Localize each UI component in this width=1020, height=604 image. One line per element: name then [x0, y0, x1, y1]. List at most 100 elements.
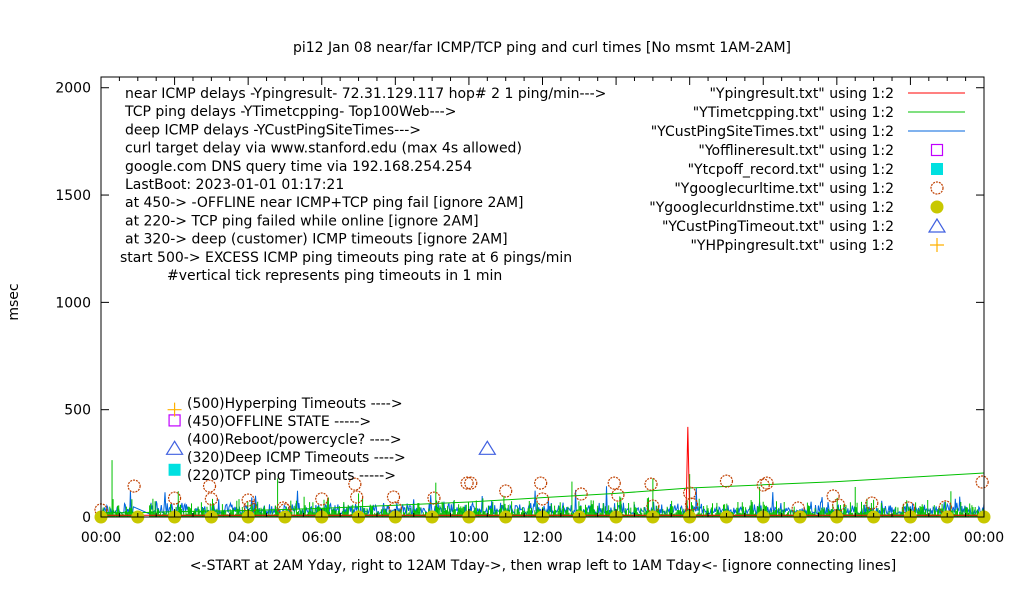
data-point-open-circle-shape [534, 476, 548, 490]
legend-label: "Yofflineresult.txt" using 1:2 [698, 143, 894, 159]
x-tick-label: 22:00 [890, 530, 930, 546]
chart-title: pi12 Jan 08 near/far ICMP/TCP ping and c… [293, 40, 791, 56]
legend-marker [930, 143, 944, 157]
x-tick-label: 06:00 [302, 530, 342, 546]
legend-label: "Ytcpoff_record.txt" using 1:2 [688, 162, 894, 178]
data-point-open-triangle [478, 440, 497, 455]
data-point-open-circle [826, 489, 840, 503]
data-point-open-triangle [165, 440, 184, 455]
data-point-open-circle-shape [826, 489, 840, 503]
y-tick-label: 1000 [55, 295, 91, 311]
series-tcp-trend-line [101, 472, 985, 514]
data-point-open-circle-shape [499, 484, 513, 498]
data-point-open-circle [127, 479, 141, 493]
note-text: TCP ping delays -YTimetcpping- Top100Web… [124, 104, 456, 120]
data-point-open-circle [241, 493, 255, 507]
data-point-open-circle-shape [535, 492, 550, 506]
data-point-open-circle [644, 477, 658, 491]
data-point-open-triangle-shape [478, 440, 497, 455]
data-point-open-circle [460, 476, 474, 490]
x-tick-label: 08:00 [375, 530, 415, 546]
data-point-open-circle-shape [975, 475, 989, 489]
data-point-open-circle [464, 476, 478, 490]
legend-marker [931, 163, 943, 175]
legend-label: "YHPpingresult.txt" using 1:2 [690, 238, 894, 254]
data-point-open-circle [427, 491, 441, 505]
note-text: google.com DNS query time via 192.168.25… [125, 159, 472, 175]
data-point-open-circle [315, 492, 329, 506]
x-tick-label: 10:00 [449, 530, 489, 546]
data-point-filled-square-shape [168, 463, 181, 476]
data-point-open-circle-shape [460, 476, 474, 490]
note-text: LastBoot: 2023-01-01 01:17:21 [125, 177, 344, 193]
data-point-open-circle [348, 477, 362, 491]
note-text: curl target delay via www.stanford.edu (… [125, 141, 522, 157]
key-label: (400)Reboot/powercycle? ----> [187, 432, 402, 448]
data-point-open-circle-shape [241, 493, 255, 507]
x-tick-label: 02:00 [154, 530, 194, 546]
x-tick-label: 12:00 [522, 530, 562, 546]
x-tick-label: 20:00 [817, 530, 857, 546]
legend-label: "YCustPingSiteTimes.txt" using 1:2 [651, 124, 894, 140]
key-label: (220)TCP ping Timeouts -----> [187, 468, 396, 484]
note-text: near ICMP delays -Ypingresult- 72.31.129… [125, 86, 606, 102]
data-point-open-circle-shape [719, 474, 734, 488]
data-point-open-circle [535, 492, 550, 506]
data-point-open-circle-shape [315, 492, 329, 506]
data-point-open-circle [865, 496, 879, 510]
x-tick-label: 14:00 [596, 530, 636, 546]
data-point-open-circle-shape [644, 477, 658, 491]
key-label: (500)Hyperping Timeouts ----> [187, 396, 403, 412]
note-text: at 220-> TCP ping failed while online [i… [125, 213, 479, 229]
legend-label: "Ypingresult.txt" using 1:2 [709, 86, 894, 102]
y-tick-label: 1500 [55, 188, 91, 204]
x-axis-label: <-START at 2AM Yday, right to 12AM Tday-… [190, 558, 896, 574]
annotations: near ICMP delays -Ypingresult- 72.31.129… [120, 86, 606, 484]
data-point-plus [167, 402, 182, 417]
legend-marker-shape [930, 238, 944, 252]
data-point-open-circle-shape [386, 490, 401, 504]
data-point-plus-shape [167, 402, 182, 417]
data-point-open-circle-shape [167, 491, 182, 505]
legend-marker [930, 200, 944, 214]
data-point-open-circle [204, 492, 218, 506]
data-point-open-circle [386, 490, 401, 504]
data-point-open-circle-shape [607, 476, 621, 490]
data-point-filled-square [168, 463, 181, 476]
data-point-open-circle-shape [756, 478, 770, 492]
note-text: at 320-> deep (customer) ICMP timeouts [… [125, 232, 508, 248]
data-point-open-circle [202, 479, 217, 493]
x-tick-label: 16:00 [669, 530, 709, 546]
data-point-open-circle [607, 476, 621, 490]
y-axis-label: msec [6, 283, 22, 320]
data-point-open-circle [499, 484, 513, 498]
note-text: deep ICMP delays -YCustPingSiteTimes---> [125, 122, 421, 138]
data-point-open-circle [574, 487, 588, 501]
data-point-open-circle-shape [427, 491, 441, 505]
note-text: at 450-> -OFFLINE near ICMP+TCP ping fai… [125, 195, 524, 211]
data-point-open-circle [167, 491, 182, 505]
legend-marker-shape [930, 181, 944, 195]
x-tick-label: 00:00 [964, 530, 1004, 546]
data-point-open-circle-shape [350, 490, 364, 504]
legend-marker [930, 238, 944, 252]
data-point-open-circle [975, 475, 989, 489]
data-point-open-circle-shape [684, 497, 699, 511]
x-tick-label: 04:00 [228, 530, 268, 546]
data-point-open-circle-shape [865, 496, 879, 510]
data-point-open-circle [534, 476, 548, 490]
data-point-open-circle-shape [611, 488, 625, 502]
x-tick-label: 18:00 [743, 530, 783, 546]
key-label: (320)Deep ICMP Timeouts ----> [187, 450, 406, 466]
note-text: #vertical tick represents ping timeouts … [167, 268, 502, 284]
data-point-open-circle-shape [760, 476, 774, 490]
data-point-open-circle [760, 476, 774, 490]
data-point-open-circle-shape [348, 477, 362, 491]
legend-marker [930, 181, 944, 195]
data-point-open-circle [684, 497, 699, 511]
data-point-open-circle-shape [127, 479, 141, 493]
data-point-open-circle-shape [464, 476, 478, 490]
note-text: start 500-> EXCESS ICMP ping timeouts pi… [120, 250, 572, 266]
legend-marker-shape [927, 217, 947, 233]
